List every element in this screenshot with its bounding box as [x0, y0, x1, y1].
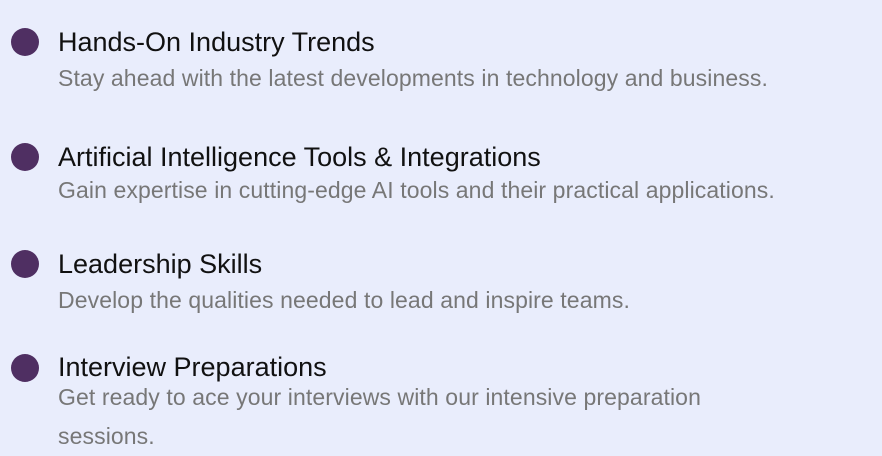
feature-title: Hands-On Industry Trends — [58, 27, 375, 57]
bullet-dot-icon — [11, 250, 39, 278]
feature-description: Stay ahead with the latest developments … — [58, 65, 768, 91]
feature-title: Leadership Skills — [58, 249, 263, 279]
feature-title: Interview Preparations — [58, 352, 327, 382]
feature-title: Artificial Intelligence Tools & Integrat… — [58, 142, 541, 172]
bullet-dot-icon — [11, 354, 39, 382]
feature-description: Gain expertise in cutting-edge AI tools … — [58, 177, 775, 203]
bullet-dot-icon — [11, 28, 39, 56]
bullet-dot-icon — [11, 143, 39, 171]
feature-description: Get ready to ace your interviews with ou… — [58, 384, 701, 449]
feature-description: Develop the qualities needed to lead and… — [58, 287, 630, 313]
